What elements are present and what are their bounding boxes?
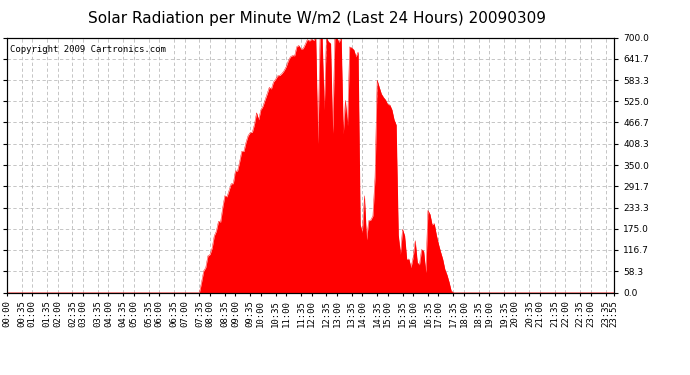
Text: Solar Radiation per Minute W/m2 (Last 24 Hours) 20090309: Solar Radiation per Minute W/m2 (Last 24… — [88, 11, 546, 26]
Text: Copyright 2009 Cartronics.com: Copyright 2009 Cartronics.com — [10, 45, 166, 54]
